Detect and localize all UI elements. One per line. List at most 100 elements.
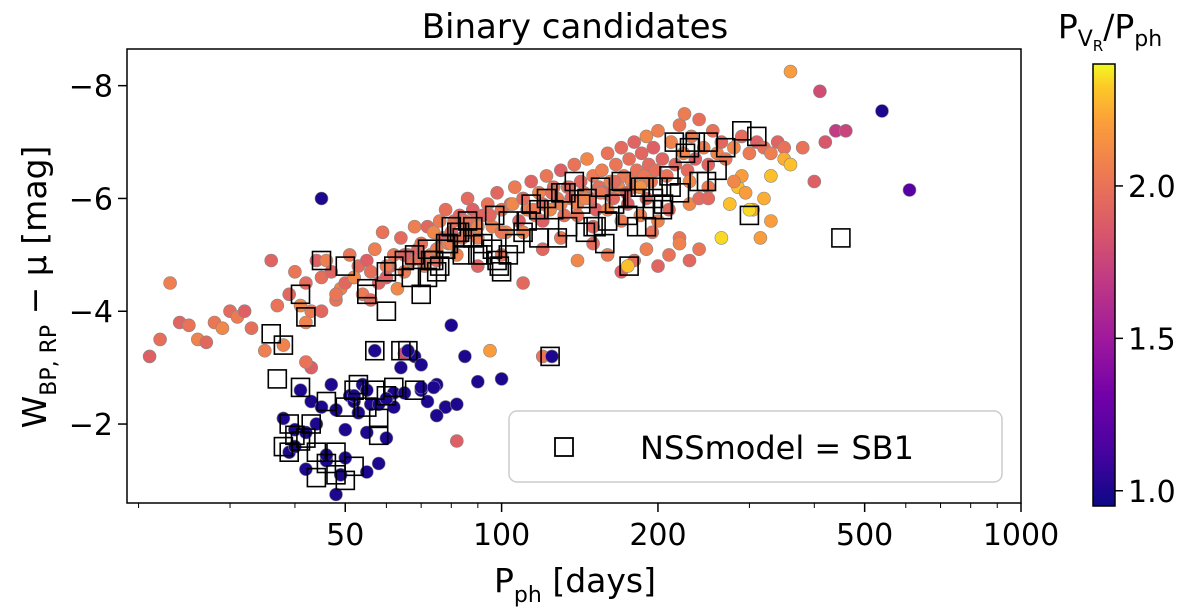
data-point-orange bbox=[553, 163, 568, 178]
data-point-mixed bbox=[764, 214, 778, 228]
legend-frame bbox=[508, 410, 1003, 483]
data-point-blue bbox=[426, 380, 441, 395]
data-point-orange bbox=[609, 157, 623, 172]
sb1-marker bbox=[462, 228, 483, 248]
sb1-marker bbox=[411, 284, 432, 305]
sb1-marker bbox=[608, 188, 629, 209]
sb1-marker bbox=[279, 442, 300, 463]
sb1-marker bbox=[731, 121, 752, 141]
colorbar-tick-label: 1.5 bbox=[1128, 322, 1176, 357]
data-point-orange bbox=[600, 202, 615, 217]
sb1-marker bbox=[285, 425, 305, 446]
data-point-orange bbox=[573, 174, 588, 189]
data-point-blue bbox=[397, 386, 412, 400]
colorbar-tick-label: 2.0 bbox=[1128, 170, 1176, 205]
sb1-marker bbox=[383, 256, 404, 276]
data-point-orange bbox=[634, 146, 649, 161]
sb1-marker bbox=[594, 233, 615, 254]
sb1-marker bbox=[642, 199, 663, 220]
data-point-orange bbox=[570, 253, 585, 268]
sb1-marker bbox=[521, 194, 542, 214]
data-point-orange bbox=[668, 157, 683, 172]
data-point-orange bbox=[607, 174, 622, 189]
data-point-orange bbox=[270, 298, 285, 313]
x-tick-label: 500 bbox=[836, 518, 893, 553]
data-point-mixed bbox=[838, 124, 853, 138]
data-point-blue bbox=[449, 397, 464, 412]
data-point-orange bbox=[494, 225, 509, 240]
data-point-orange bbox=[567, 157, 582, 172]
sb1-marker bbox=[707, 160, 727, 181]
data-point-orange bbox=[692, 242, 706, 256]
sb1-marker bbox=[267, 369, 288, 389]
data-point-orange bbox=[516, 191, 530, 206]
sb1-marker bbox=[348, 374, 369, 395]
data-point-mixed bbox=[620, 259, 635, 273]
x-tick-label: 50 bbox=[326, 518, 364, 553]
data-point-blue bbox=[458, 349, 472, 364]
sb1-marker bbox=[301, 414, 322, 434]
data-point-orange bbox=[505, 197, 520, 211]
data-point-mixed bbox=[783, 157, 798, 172]
sb1-marker bbox=[457, 211, 478, 231]
sb1-marker bbox=[311, 250, 332, 271]
data-point-orange bbox=[314, 304, 329, 319]
sb1-marker bbox=[306, 442, 327, 463]
sb1-marker bbox=[648, 177, 668, 197]
sb1-marker bbox=[383, 377, 404, 398]
sb1-marker bbox=[529, 199, 549, 220]
data-point-orange bbox=[257, 343, 272, 358]
data-point-orange bbox=[432, 214, 447, 228]
x-tick-label: 200 bbox=[629, 518, 686, 553]
sb1-marker bbox=[498, 211, 519, 231]
data-point-orange bbox=[363, 264, 378, 279]
data-point-orange bbox=[600, 248, 615, 262]
legend-label: NSSmodel = SB1 bbox=[640, 429, 914, 467]
data-point-orange bbox=[682, 253, 697, 268]
data-point-blue bbox=[359, 465, 374, 479]
data-point-orange bbox=[142, 349, 157, 364]
data-point-orange bbox=[199, 335, 214, 350]
data-point-blue bbox=[314, 191, 329, 206]
sb1-marker bbox=[376, 301, 397, 322]
data-point-orange bbox=[742, 146, 757, 161]
sb1-marker bbox=[398, 340, 418, 361]
sb1-marker bbox=[404, 380, 425, 401]
colorbar-ticks: 1.0 1.5 2.0 bbox=[1115, 170, 1176, 510]
sb1-marker bbox=[831, 228, 851, 248]
sb1-marker bbox=[498, 245, 519, 265]
data-point-orange bbox=[264, 253, 279, 268]
data-point-blue bbox=[429, 408, 444, 423]
sb1-marker bbox=[543, 199, 564, 220]
data-point-orange bbox=[507, 180, 522, 194]
data-point-mixed bbox=[722, 197, 737, 211]
legend-marker bbox=[554, 437, 574, 457]
sb1-marker bbox=[306, 467, 327, 488]
plot-area bbox=[142, 64, 917, 502]
sb1-marker bbox=[364, 380, 385, 401]
sb1-marker bbox=[438, 233, 459, 254]
y-tick-label: −4 bbox=[69, 295, 113, 330]
x-axis: 50 100 200 500 1000 bbox=[138, 503, 1059, 553]
data-point-mixed bbox=[742, 202, 757, 217]
data-point-mixed bbox=[483, 343, 497, 358]
data-point-mixed bbox=[714, 231, 729, 245]
data-point-orange bbox=[557, 208, 572, 223]
sb1-marker bbox=[376, 261, 397, 282]
data-point-orange bbox=[460, 191, 475, 206]
sb1-marker bbox=[472, 233, 493, 254]
data-point-mixed bbox=[701, 191, 716, 206]
data-point-blue bbox=[276, 411, 291, 426]
sb1-marker bbox=[659, 166, 679, 186]
data-point-orange bbox=[490, 186, 504, 200]
sb1-marker bbox=[335, 256, 356, 276]
sb1-marker bbox=[394, 250, 415, 271]
chart-title: Binary candidates bbox=[422, 7, 729, 47]
data-point-blue bbox=[394, 360, 408, 375]
sb1-marker bbox=[652, 199, 673, 220]
sb1-marker bbox=[290, 377, 311, 398]
data-point-blue bbox=[545, 349, 559, 364]
sb1-marker bbox=[356, 397, 377, 417]
sb1-marker bbox=[449, 222, 470, 243]
